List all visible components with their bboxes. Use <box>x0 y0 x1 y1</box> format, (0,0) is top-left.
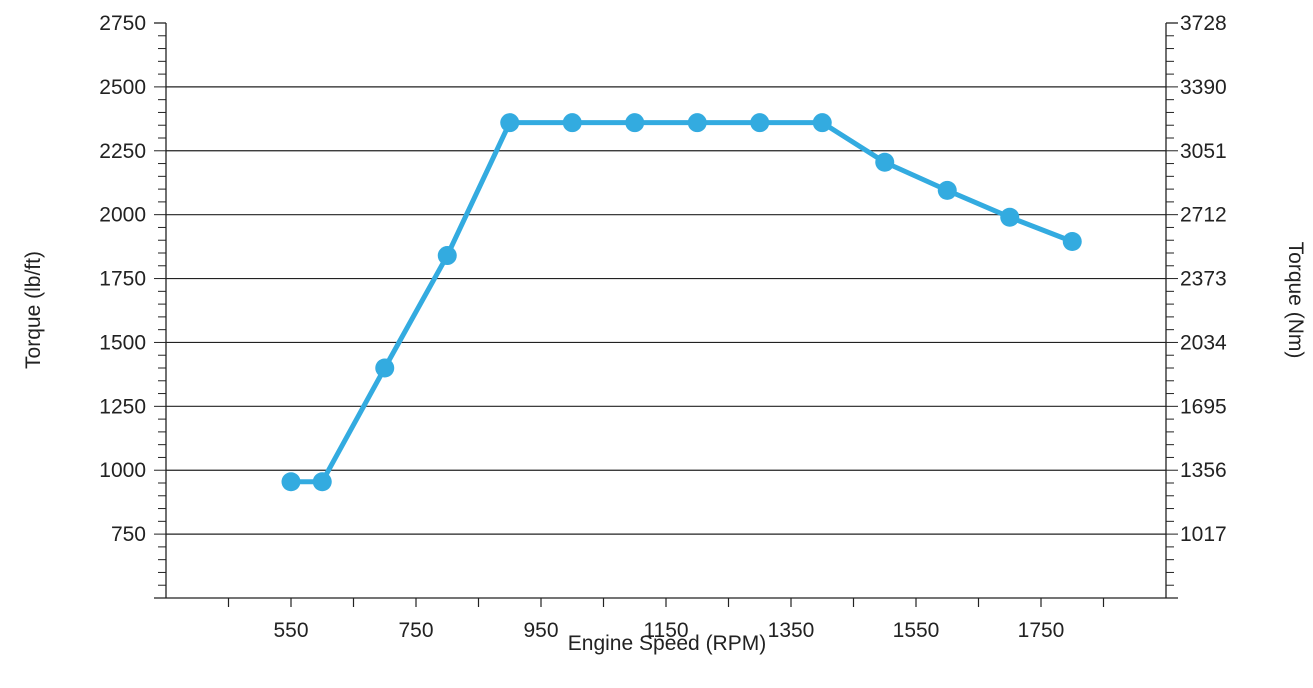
data-point <box>562 113 582 133</box>
data-point <box>687 113 707 133</box>
data-point <box>625 113 645 133</box>
x-tick-label: 750 <box>398 619 433 642</box>
data-point <box>1062 232 1082 251</box>
y-tick-label-left: 2500 <box>99 76 146 99</box>
y-tick-label-left: 2000 <box>99 204 146 227</box>
data-point <box>1000 207 1020 227</box>
y-axis-title-right: Torque (Nm) <box>1284 242 1307 359</box>
y-tick-label-left: 750 <box>111 523 146 546</box>
data-point <box>375 358 395 378</box>
y-tick-label-right: 1017 <box>1180 523 1227 546</box>
data-point <box>875 152 895 172</box>
data-point <box>500 113 520 133</box>
y-tick-label-left: 1750 <box>99 268 146 291</box>
y-tick-label-right: 2712 <box>1180 204 1227 227</box>
series <box>281 113 1082 492</box>
grid-lines <box>166 86 1166 535</box>
x-tick-label: 1350 <box>768 619 815 642</box>
y-tick-label-right: 2034 <box>1180 331 1227 354</box>
x-tick-label: 1750 <box>1018 619 1065 642</box>
data-point <box>437 246 457 266</box>
y-tick-label-left: 1250 <box>99 395 146 418</box>
y-tick-label-left: 2250 <box>99 140 146 163</box>
x-axis-title: Engine Speed (RPM) <box>568 632 766 655</box>
y-tick-label-right: 1695 <box>1180 395 1227 418</box>
y-tick-label-right: 1356 <box>1180 459 1227 482</box>
y-tick-label-left: 2750 <box>99 12 146 35</box>
x-tick-label: 1550 <box>893 619 940 642</box>
data-point <box>812 113 832 133</box>
x-tick-label: 550 <box>273 619 308 642</box>
x-tick-label: 950 <box>523 619 558 642</box>
data-point <box>281 472 301 492</box>
y-tick-label-right: 3728 <box>1180 12 1227 35</box>
y-tick-label-right: 3390 <box>1180 76 1227 99</box>
data-point <box>937 180 957 200</box>
y-tick-label-right: 3051 <box>1180 140 1227 163</box>
y-tick-label-left: 1000 <box>99 459 146 482</box>
y-tick-label-right: 2373 <box>1180 268 1227 291</box>
x-tick-label: 1150 <box>643 619 688 642</box>
tick-labels: 550 750 950 1150 1350 1550 1750 750 1000 1250 1500… <box>99 12 1227 642</box>
y-tick-label-left: 1500 <box>99 331 146 354</box>
series-line <box>291 120 1074 485</box>
data-point <box>312 472 332 492</box>
data-point <box>750 113 770 133</box>
axes <box>154 22 1178 607</box>
y-axis-title-left: Torque (lb/ft) <box>22 251 45 369</box>
